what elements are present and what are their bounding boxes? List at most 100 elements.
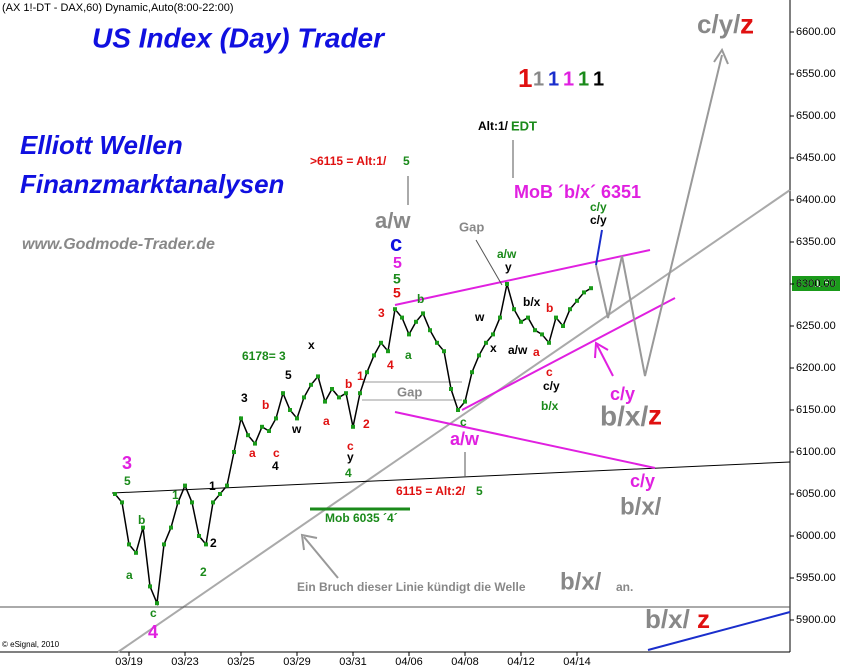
- annotation: c: [150, 606, 157, 620]
- y-tick-label: 6500.00: [796, 110, 836, 122]
- price-point: [386, 349, 390, 354]
- price-point: [477, 353, 481, 358]
- price-point: [155, 601, 159, 606]
- annotation: x: [490, 341, 497, 355]
- y-tick-label: 6450.00: [796, 152, 836, 164]
- y-tick-label: 6400.00: [796, 194, 836, 206]
- price-point: [309, 382, 313, 387]
- annotation: 5: [393, 271, 401, 287]
- price-point: [512, 307, 516, 312]
- annotation: 4: [345, 466, 352, 480]
- annotation: c: [546, 365, 553, 379]
- annotation: b/x/: [560, 568, 602, 595]
- annotation: 4: [387, 358, 394, 372]
- price-point: [589, 286, 593, 291]
- annotation: a/w: [497, 247, 517, 261]
- price-point: [204, 542, 208, 547]
- x-tick-label: 04/14: [563, 656, 591, 668]
- price-point: [568, 307, 572, 312]
- x-tick-label: 03/29: [283, 656, 311, 668]
- annotation: b/x: [541, 399, 559, 413]
- price-point: [575, 298, 579, 303]
- annotation: y: [347, 450, 354, 464]
- blue-line: [647, 611, 791, 651]
- price-point: [540, 332, 544, 337]
- price-point: [428, 328, 432, 333]
- annotation: 6115 = Alt:2/: [396, 484, 466, 498]
- price-point: [421, 311, 425, 316]
- annotation: 5: [403, 154, 410, 168]
- annotation: a: [323, 414, 330, 428]
- y-tick-label: 6600.00: [796, 26, 836, 38]
- annotation: z: [697, 604, 710, 634]
- x-tick-label: 04/12: [507, 656, 535, 668]
- price-point: [449, 387, 453, 391]
- price-point: [190, 500, 194, 505]
- annotation: 5: [285, 368, 292, 382]
- price-point: [246, 433, 250, 438]
- arrow: [303, 536, 339, 579]
- annotation: Mob 6035 ´4´: [325, 511, 398, 525]
- y-tick-label: 5950.00: [796, 572, 836, 584]
- price-point: [288, 408, 292, 412]
- price-point: [533, 328, 537, 333]
- annotation: 3: [378, 306, 385, 320]
- annotation: a/w: [508, 343, 528, 357]
- annotation: c/y: [630, 471, 655, 491]
- projection-path: [595, 54, 723, 377]
- annotation: c/y: [543, 379, 560, 393]
- annotation: b/x/: [620, 493, 662, 520]
- price-point: [393, 307, 397, 312]
- price-point: [330, 387, 334, 391]
- price-point: [372, 353, 376, 358]
- annotation: 1: [357, 369, 364, 383]
- annotation: 3: [241, 391, 248, 405]
- annotation: 4: [148, 622, 158, 642]
- annotation: 4: [272, 459, 279, 473]
- annotation: x: [308, 338, 315, 352]
- price-point: [435, 340, 439, 345]
- annotation: 1: [172, 488, 179, 502]
- title: US Index (Day) Trader: [92, 22, 386, 53]
- annotation: 5: [124, 474, 131, 488]
- y-tick-label: 5900.00: [796, 614, 836, 626]
- annotation: b: [345, 377, 352, 391]
- annotation: 6178= 3: [242, 349, 286, 363]
- annotation: c: [273, 446, 280, 460]
- arrowhead: [300, 533, 318, 551]
- annotation: Gap: [397, 384, 422, 399]
- price-point: [281, 391, 285, 396]
- last-price-box: [792, 276, 840, 291]
- annotation: c: [460, 415, 467, 429]
- header: (AX 1!-DT - DAX,60) Dynamic,Auto(8:00-22…: [2, 2, 234, 14]
- annotation: c: [347, 439, 354, 453]
- annotation: Gap: [459, 219, 484, 234]
- price-point: [526, 315, 530, 320]
- price-point: [169, 525, 173, 530]
- price-point: [302, 395, 306, 400]
- price-point: [225, 483, 229, 488]
- price-point: [176, 500, 180, 505]
- support-line: [117, 189, 791, 653]
- degree-marker: 1: [518, 63, 532, 93]
- degree-marker: 1: [563, 68, 574, 90]
- channel-upper: [394, 249, 651, 306]
- arrow: [596, 344, 614, 377]
- annotation: EDT: [511, 118, 537, 133]
- price-point: [253, 441, 257, 446]
- degree-marker: 1: [593, 68, 604, 90]
- annotation: b/x/: [600, 400, 648, 431]
- price-point: [337, 395, 341, 400]
- price-point: [197, 534, 201, 538]
- annotation: a/w: [375, 208, 411, 233]
- price-point: [463, 399, 467, 404]
- price-point: [120, 500, 124, 505]
- y-tick-label: 6250.00: [796, 320, 836, 332]
- annotation: a: [533, 345, 540, 359]
- annotation: c/y: [610, 384, 635, 404]
- annotation: z: [648, 399, 662, 430]
- last-price-label: 6301.50: [796, 278, 836, 290]
- arrowhead: [594, 341, 609, 359]
- annotation: 3: [122, 453, 132, 473]
